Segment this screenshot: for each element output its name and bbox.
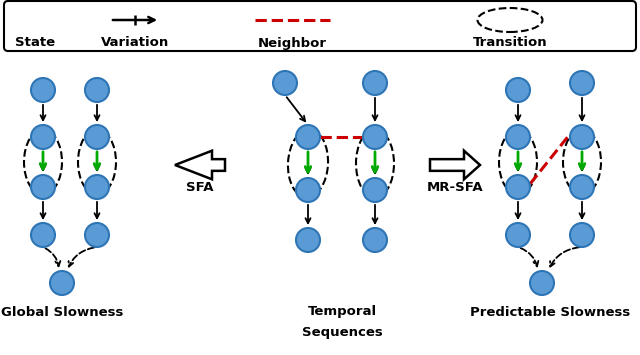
Circle shape xyxy=(31,125,55,149)
Circle shape xyxy=(363,228,387,252)
Text: MR-SFA: MR-SFA xyxy=(427,180,483,193)
Text: Transition: Transition xyxy=(473,37,547,49)
Text: Predictable Slowness: Predictable Slowness xyxy=(470,306,630,320)
Circle shape xyxy=(31,175,55,199)
Circle shape xyxy=(296,178,320,202)
Text: SFA: SFA xyxy=(186,180,214,193)
Circle shape xyxy=(570,223,594,247)
Text: Variation: Variation xyxy=(101,37,169,49)
Circle shape xyxy=(506,78,530,102)
Text: State: State xyxy=(15,37,55,49)
Text: Global Slowness: Global Slowness xyxy=(1,306,123,320)
Circle shape xyxy=(85,223,109,247)
Circle shape xyxy=(506,223,530,247)
Circle shape xyxy=(570,175,594,199)
Polygon shape xyxy=(430,151,480,179)
Circle shape xyxy=(363,178,387,202)
Circle shape xyxy=(85,78,109,102)
Circle shape xyxy=(363,71,387,95)
Circle shape xyxy=(26,11,44,29)
FancyBboxPatch shape xyxy=(4,1,636,51)
Circle shape xyxy=(273,71,297,95)
Circle shape xyxy=(85,125,109,149)
Circle shape xyxy=(530,271,554,295)
Text: Sequences: Sequences xyxy=(301,327,382,339)
Circle shape xyxy=(570,125,594,149)
Text: Temporal: Temporal xyxy=(307,305,376,317)
Polygon shape xyxy=(175,151,225,179)
Circle shape xyxy=(31,223,55,247)
Circle shape xyxy=(31,78,55,102)
Circle shape xyxy=(296,228,320,252)
Circle shape xyxy=(506,125,530,149)
Circle shape xyxy=(50,271,74,295)
Circle shape xyxy=(296,125,320,149)
Text: Neighbor: Neighbor xyxy=(257,37,326,49)
Circle shape xyxy=(85,175,109,199)
Circle shape xyxy=(363,125,387,149)
Circle shape xyxy=(506,175,530,199)
Circle shape xyxy=(570,71,594,95)
